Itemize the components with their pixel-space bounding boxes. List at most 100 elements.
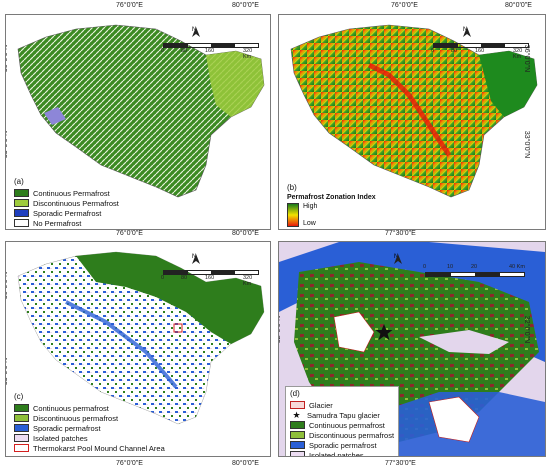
legend-label: Samudra Tapu glacier: [307, 410, 380, 420]
scale-b-320: 320 Km: [513, 48, 523, 60]
north-label: N: [463, 27, 468, 33]
scale-c-320: 320 Km: [243, 275, 253, 287]
panel-label-c: (c): [14, 392, 24, 401]
legend-label: Isolated patches: [309, 450, 364, 457]
north-label: N: [192, 27, 197, 33]
scale-b-80: 80: [451, 48, 458, 54]
scale-bar-a: 0 80 160 320 Km: [161, 43, 259, 60]
continuous-zone-c: [76, 252, 264, 344]
scale-c-0: 0: [161, 275, 165, 281]
glacier-d-2: [428, 396, 480, 443]
lon-label-c-80: 80°0'0"E: [232, 230, 259, 237]
lon-label-d-7730-bottom: 77°30'0"E: [385, 460, 416, 467]
discontinuous-zone-a: [206, 51, 264, 117]
legend-label: Discontinuous Permafrost: [33, 198, 119, 208]
scale-a-0: 0: [161, 48, 165, 54]
legend-label: Isolated patches: [33, 433, 88, 443]
north-arrow-icon: N: [192, 254, 200, 264]
legend-c: (c) Continuous permafrost Discontinuous p…: [14, 392, 165, 453]
scale-bar-c: 0 80 160 320 Km: [161, 270, 259, 287]
legend-item: Discontinuous Permafrost: [14, 198, 119, 208]
star-icon: ★: [292, 409, 301, 420]
lat-label-d-32: 32°0'0"N: [523, 315, 531, 344]
lon-label-a-80: 80°0'0"E: [232, 2, 259, 9]
scale-d-10: 10: [447, 264, 454, 270]
lat-label-d-32-left: 32°0'0"N: [278, 315, 283, 344]
panel-label-a: (a): [14, 177, 24, 186]
legend-swatch: [14, 444, 29, 452]
ramp-low-label: Low: [303, 220, 316, 227]
scale-b-160: 160: [475, 48, 485, 54]
legend-label: Sporadic Permafrost: [33, 208, 102, 218]
legend-swatch: [14, 189, 29, 197]
panel-c-permafrost-classes-map: 36°0'0"N 33°0'0"N N 0 80 160 320 Km (c) …: [5, 241, 271, 457]
legend-swatch: [14, 199, 29, 207]
sporadic-zone-a: [44, 107, 66, 125]
legend-swatch: [14, 404, 29, 412]
legend-swatch: [290, 421, 305, 429]
ramp-high-label: High: [303, 203, 318, 210]
map-a-svg: [17, 24, 265, 198]
panel-label-d: (d): [290, 389, 300, 398]
panel-b-zonation-index-map: 36°0'0"N 33°0'0"N N 0 80 160 320 Km (b) …: [278, 14, 546, 230]
high-index-zone-b: [479, 51, 537, 117]
map-b-svg: [290, 24, 538, 198]
lon-label-c-76-bottom: 76°0'0"E: [116, 460, 143, 467]
legend-swatch: [14, 424, 29, 432]
legend-label: No Permafrost: [33, 218, 82, 228]
legend-item: Isolated patches: [290, 450, 394, 457]
legend-label: Discontinuous permafrost: [309, 430, 395, 440]
north-arrow-icon: N: [192, 27, 200, 37]
region-outline-a: [17, 24, 265, 198]
legend-swatch: [14, 209, 29, 217]
legend-item: Sporadic permafrost: [290, 440, 394, 450]
panel-a-permafrost-map: 36°0'0"N 33°0'0"N N 0 80 160 320 Km (a) …: [5, 14, 271, 230]
legend-item: Discontinuous permafrost: [14, 413, 165, 423]
scale-b-0: 0: [431, 48, 435, 54]
scale-a-320: 320 Km: [243, 48, 253, 60]
north-arrow-icon: N: [463, 27, 471, 37]
scale-a-80: 80: [181, 48, 188, 54]
lon-label-d-7730: 77°30'0"E: [385, 230, 416, 237]
lon-label-a-76: 76°0'0"E: [116, 2, 143, 9]
legend-label: Glacier: [309, 400, 333, 410]
region-outline-b: [290, 24, 538, 198]
red-ridge-b: [367, 62, 452, 157]
legend-swatch: [290, 441, 305, 449]
legend-item: Discontinuous permafrost: [290, 430, 394, 440]
scale-d-0: 0: [423, 264, 427, 270]
lon-label-b-76: 76°0'0"E: [391, 2, 418, 9]
legend-item: No Permafrost: [14, 218, 119, 228]
scale-c-80: 80: [181, 275, 188, 281]
lat-label-b-33: 33°0'0"N: [523, 130, 531, 159]
scale-d-40: 40 Km: [509, 264, 525, 270]
legend-swatch: [14, 434, 29, 442]
scale-c-160: 160: [205, 275, 215, 281]
legend-b-title: Permafrost Zonation Index: [287, 194, 376, 201]
legend-item: Sporadic permafrost: [14, 423, 165, 433]
glacier-d-1: [333, 311, 375, 353]
legend-swatch: [290, 401, 305, 409]
legend-label: Continuous Permafrost: [33, 188, 110, 198]
sporadic-band-c: [65, 300, 178, 389]
scale-a-160: 160: [205, 48, 215, 54]
lat-label-c-33: 33°0'0"N: [5, 357, 10, 386]
legend-a: (a) Continuous Permafrost Discontinuous P…: [14, 177, 119, 228]
legend-label: Continuous permafrost: [33, 403, 109, 413]
lon-label-b-80: 80°0'0"E: [505, 2, 532, 9]
legend-swatch: [290, 451, 305, 456]
lat-label-c-36: 36°0'0"N: [5, 271, 10, 300]
legend-item: Continuous permafrost: [290, 420, 394, 430]
samudra-tapu-star-icon: [375, 324, 393, 340]
north-label: N: [394, 254, 399, 260]
map-c-svg: [17, 251, 265, 425]
legend-item: ★ Samudra Tapu glacier: [290, 410, 394, 420]
legend-item: Glacier: [290, 400, 394, 410]
lon-label-c-80-bottom: 80°0'0"E: [232, 460, 259, 467]
legend-label: Discontinuous permafrost: [33, 413, 119, 423]
isolated-patch-d: [419, 330, 509, 354]
legend-label: Sporadic permafrost: [33, 423, 101, 433]
legend-d: (d) Glacier ★ Samudra Tapu glacier Continuo…: [285, 386, 400, 457]
scale-bar-b: 0 80 160 320 Km: [431, 43, 529, 60]
scale-bar-d: 0 10 20 40 Km: [423, 264, 525, 277]
